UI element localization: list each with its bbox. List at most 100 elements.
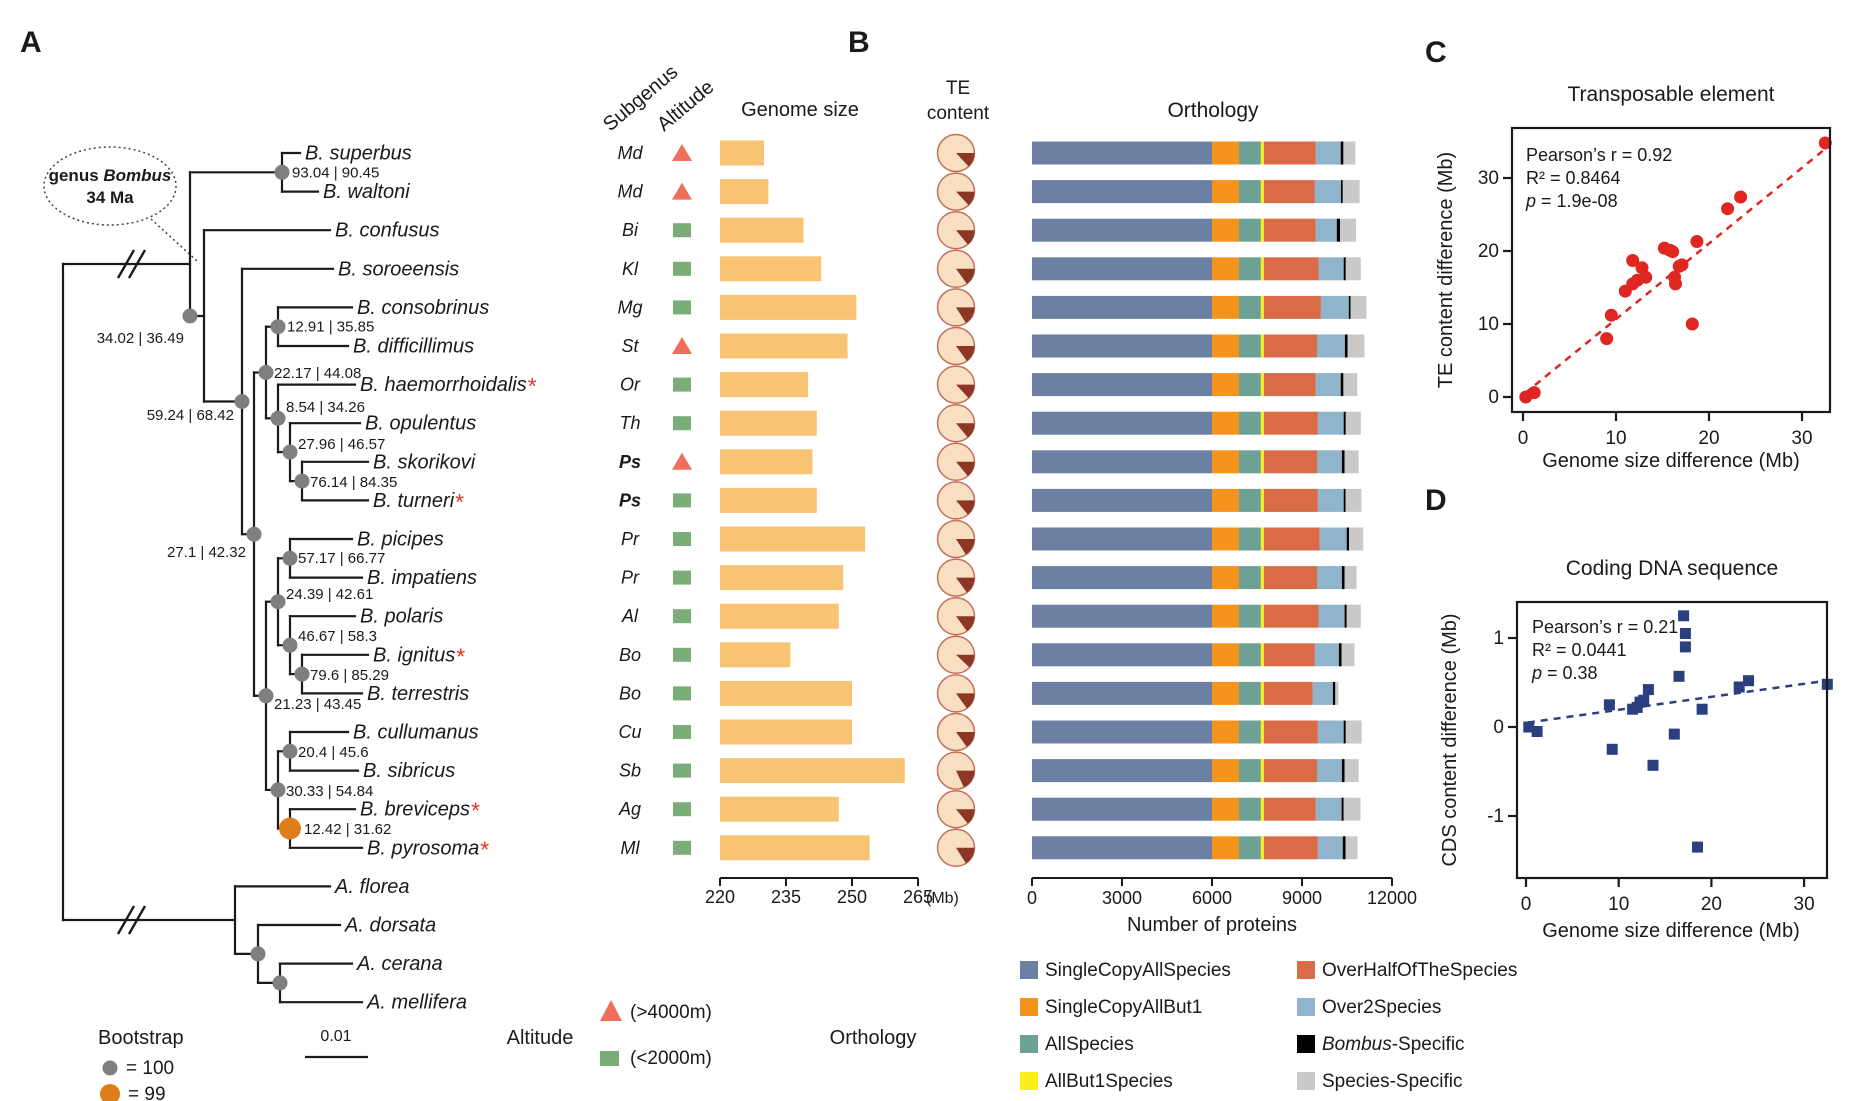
subgenus-label: Md: [617, 143, 643, 163]
orthology-bar-segment: [1263, 527, 1320, 551]
te-scatter-stat-r2: R² = 0.8464: [1526, 168, 1621, 188]
orthology-bar-segment: [1260, 527, 1264, 551]
subgenus-label: Kl: [622, 259, 639, 279]
orthology-bar-segment: [1212, 604, 1239, 628]
legend-swatch: [1020, 961, 1038, 979]
altitude-low-icon: [673, 416, 691, 431]
orthology-bar-segment: [1260, 797, 1264, 821]
species-label: B. skorikovi: [373, 451, 476, 473]
altitude-legend-title: Altitude: [507, 1027, 574, 1049]
subgenus-label: Ps: [619, 452, 641, 472]
te-content-pie-wedge: [956, 423, 975, 438]
te-scatter-point: [1626, 254, 1640, 267]
species-label: B. opulentus: [365, 413, 476, 435]
te-scatter-title: Transposable element: [1567, 83, 1774, 106]
node-dot-bootstrap-99: [279, 817, 301, 840]
te-scatter-point: [1675, 258, 1689, 272]
orthology-bar-segment: [1239, 488, 1261, 512]
te-scatter-point: [1818, 136, 1832, 150]
orthology-bar-segment: [1239, 720, 1261, 744]
te-scatter-point: [1639, 270, 1653, 284]
cds-scatter-title: Coding DNA sequence: [1566, 557, 1778, 580]
altitude-high-icon: [672, 337, 692, 354]
cds-scatter-ytick-label: 0: [1493, 717, 1504, 738]
species-label: B. polaris: [360, 606, 443, 628]
cds-scatter-xtick-label: 0: [1521, 894, 1532, 915]
orthology-bar-segment: [1263, 373, 1316, 397]
orthology-bar-segment: [1260, 295, 1264, 319]
orthology-bar-segment: [1344, 759, 1359, 783]
node-dot-bootstrap-100: [234, 394, 250, 409]
orthology-bar-segment: [1260, 836, 1264, 860]
bootstrap-dot-99: [100, 1084, 120, 1101]
orthology-bar-segment: [1343, 797, 1361, 821]
orthology-bar-segment: [1317, 720, 1344, 744]
orthology-bar-segment: [1032, 373, 1212, 397]
orthology-bar-segment: [1344, 566, 1357, 590]
orthology-bar-segment: [1263, 295, 1321, 319]
legend-swatch: [1297, 1035, 1315, 1053]
species-label: B. pyrosoma*: [367, 836, 489, 862]
cds-scatter-point: [1668, 728, 1680, 740]
orthology-bar-segment: [1239, 334, 1261, 358]
legend-label: SingleCopyAllSpecies: [1045, 960, 1231, 981]
orthology-bar-segment: [1212, 257, 1239, 281]
altitude-low-icon: [673, 532, 691, 546]
cds-scatter-xtick-label: 20: [1701, 894, 1722, 915]
te-content-pie-wedge: [956, 539, 975, 555]
orthology-bar-segment: [1341, 797, 1344, 821]
orthology-bar-segment: [1317, 566, 1342, 590]
orthology-bar-segment: [1260, 334, 1264, 358]
orthology-bar-segment: [1260, 257, 1264, 281]
orthology-bar-segment: [1032, 797, 1212, 821]
branch-break-mark: [116, 249, 136, 279]
orthology-bar-segment: [1260, 566, 1264, 590]
te-content-pie-wedge: [956, 268, 975, 284]
orthology-bar-segment: [1315, 218, 1337, 242]
species-label: B. consobrinus: [357, 297, 489, 319]
cds-scatter-stat-r: Pearson’s r = 0.21: [1532, 617, 1678, 637]
orthology-bar-segment: [1212, 527, 1239, 551]
species-asterisk: *: [479, 836, 489, 862]
orthology-bar-segment: [1239, 218, 1261, 242]
te-content-pie-wedge: [956, 847, 975, 864]
node-dot-bootstrap-100: [282, 743, 298, 759]
altitude-high-icon: [672, 182, 692, 200]
orthology-bar-segment: [1212, 295, 1239, 319]
orthology-bar-segment: [1263, 836, 1318, 860]
genus-callout-line2: 34 Ma: [86, 188, 134, 207]
node-dot-bootstrap-100: [282, 550, 298, 566]
orthology-bar-segment: [1315, 373, 1341, 397]
cds-scatter-point: [1647, 759, 1659, 771]
cds-scatter-point: [1733, 681, 1745, 693]
orthology-bar-segment: [1319, 527, 1347, 551]
orthology-bar-segment: [1344, 450, 1359, 474]
subgenus-label: Ps: [619, 490, 641, 510]
node-dot-bootstrap-100: [270, 782, 286, 798]
cds-scatter-ytick-label: 1: [1493, 628, 1504, 649]
orthology-bar-segment: [1317, 836, 1343, 860]
genome-size-bar: [720, 835, 870, 861]
orthology-bar-segment: [1239, 643, 1261, 667]
altitude-low-icon: [673, 802, 691, 817]
genome-size-bar: [720, 333, 848, 359]
orthology-bar-segment: [1260, 643, 1264, 667]
orthology-bar-segment: [1212, 488, 1239, 512]
subgenus-label: Mg: [617, 297, 642, 317]
altitude-high-icon: [600, 1000, 622, 1021]
orthology-legend-items: SingleCopyAllSpecies SingleCopyAllBut1 All…: [1020, 960, 1517, 1092]
cds-scatter-plot: 0 10 20 30 -1 0 1: [1487, 610, 1833, 915]
orthology-bar-segment: [1239, 411, 1261, 435]
scalebar-label: 0.01: [320, 1028, 351, 1045]
orthology-bar-segment: [1260, 759, 1264, 783]
te-scatter-point: [1666, 245, 1680, 259]
orthology-bar-segment: [1332, 681, 1336, 705]
node-support-label: 21.23 | 43.45: [274, 696, 361, 713]
legend-swatch: [1020, 1035, 1038, 1053]
te-scatter-box: [1510, 126, 1832, 414]
te-content-pie-wedge: [956, 770, 975, 788]
genus-callout-pointer: [150, 218, 198, 262]
genome-size-header: Genome size: [741, 99, 859, 121]
te-scatter-xtick-label: 30: [1791, 428, 1812, 449]
orthology-bar-segment: [1340, 373, 1344, 397]
